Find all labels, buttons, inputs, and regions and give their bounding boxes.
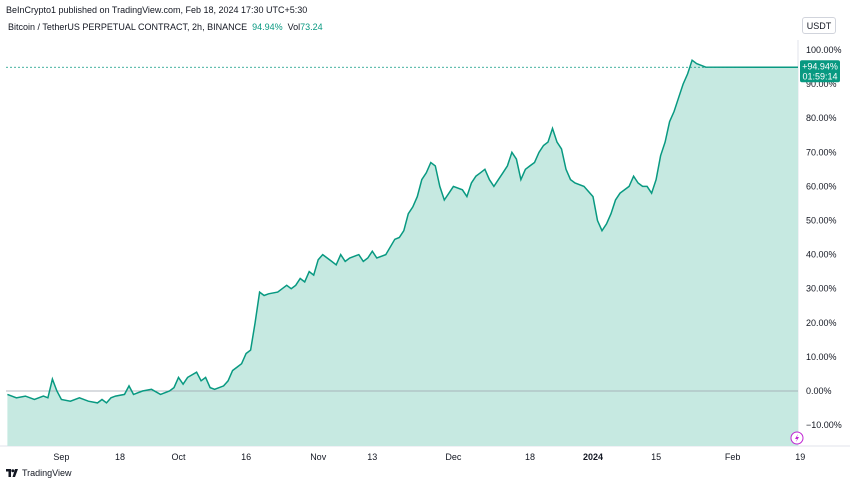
- tradingview-logo-icon: [6, 469, 18, 477]
- last-value-text: +94.94%: [802, 61, 838, 71]
- change-value: 94.94%: [252, 22, 283, 32]
- volume-value: 73.24: [300, 22, 323, 32]
- volume-label: Vol: [287, 22, 301, 32]
- x-tick-label: 18: [115, 452, 125, 462]
- y-tick-label: 30.00%: [806, 284, 837, 294]
- y-tick-label: 80.00%: [806, 113, 837, 123]
- tradingview-logo[interactable]: TradingView: [6, 468, 72, 478]
- last-value-badge-bg: [800, 60, 840, 83]
- last-value-badge: +94.94% 01:59:14: [800, 60, 840, 83]
- y-tick-label: 0.00%: [806, 386, 832, 396]
- countdown-text: 01:59:14: [802, 71, 837, 81]
- y-tick-label: 100.00%: [806, 45, 842, 55]
- y-tick-label: 60.00%: [806, 181, 837, 191]
- publish-info: BeInCrypto1 published on TradingView.com…: [6, 5, 308, 15]
- x-axis: Sep 18 Oct 16 Nov 13 Dec 18 2024 15 Feb 19: [53, 452, 805, 462]
- y-tick-label: 10.00%: [806, 352, 837, 362]
- y-tick-label: 90.00%: [806, 79, 837, 89]
- x-tick-label: 13: [367, 452, 377, 462]
- x-tick-label: 18: [525, 452, 535, 462]
- currency-button[interactable]: USDT: [802, 17, 836, 34]
- x-tick-label: 16: [241, 452, 251, 462]
- x-tick-label: Nov: [310, 452, 327, 462]
- y-tick-label: 40.00%: [806, 250, 837, 260]
- y-tick-label: 70.00%: [806, 147, 837, 157]
- symbol-name[interactable]: Bitcoin / TetherUS PERPETUAL CONTRACT, 2…: [8, 22, 248, 32]
- tradingview-brand: TradingView: [22, 468, 72, 478]
- x-tick-label: 2024: [583, 452, 603, 462]
- y-tick-label: −10.00%: [806, 420, 842, 430]
- y-tick-label: 20.00%: [806, 318, 837, 328]
- symbol-legend: Bitcoin / TetherUS PERPETUAL CONTRACT, 2…: [8, 22, 323, 32]
- y-axis: 100.00% 90.00% 80.00% 70.00% 60.00% 50.00% 40.…: [806, 45, 842, 430]
- x-tick-label: 19: [795, 452, 805, 462]
- x-tick-label: Dec: [445, 452, 462, 462]
- area-fill: [7, 60, 798, 446]
- x-tick-label: 15: [651, 452, 661, 462]
- x-tick-label: Sep: [53, 452, 69, 462]
- lightning-icon[interactable]: [790, 431, 804, 445]
- y-tick-label: 50.00%: [806, 216, 837, 226]
- series-line: [7, 58, 799, 404]
- x-tick-label: Oct: [172, 452, 187, 462]
- x-tick-label: Feb: [725, 452, 741, 462]
